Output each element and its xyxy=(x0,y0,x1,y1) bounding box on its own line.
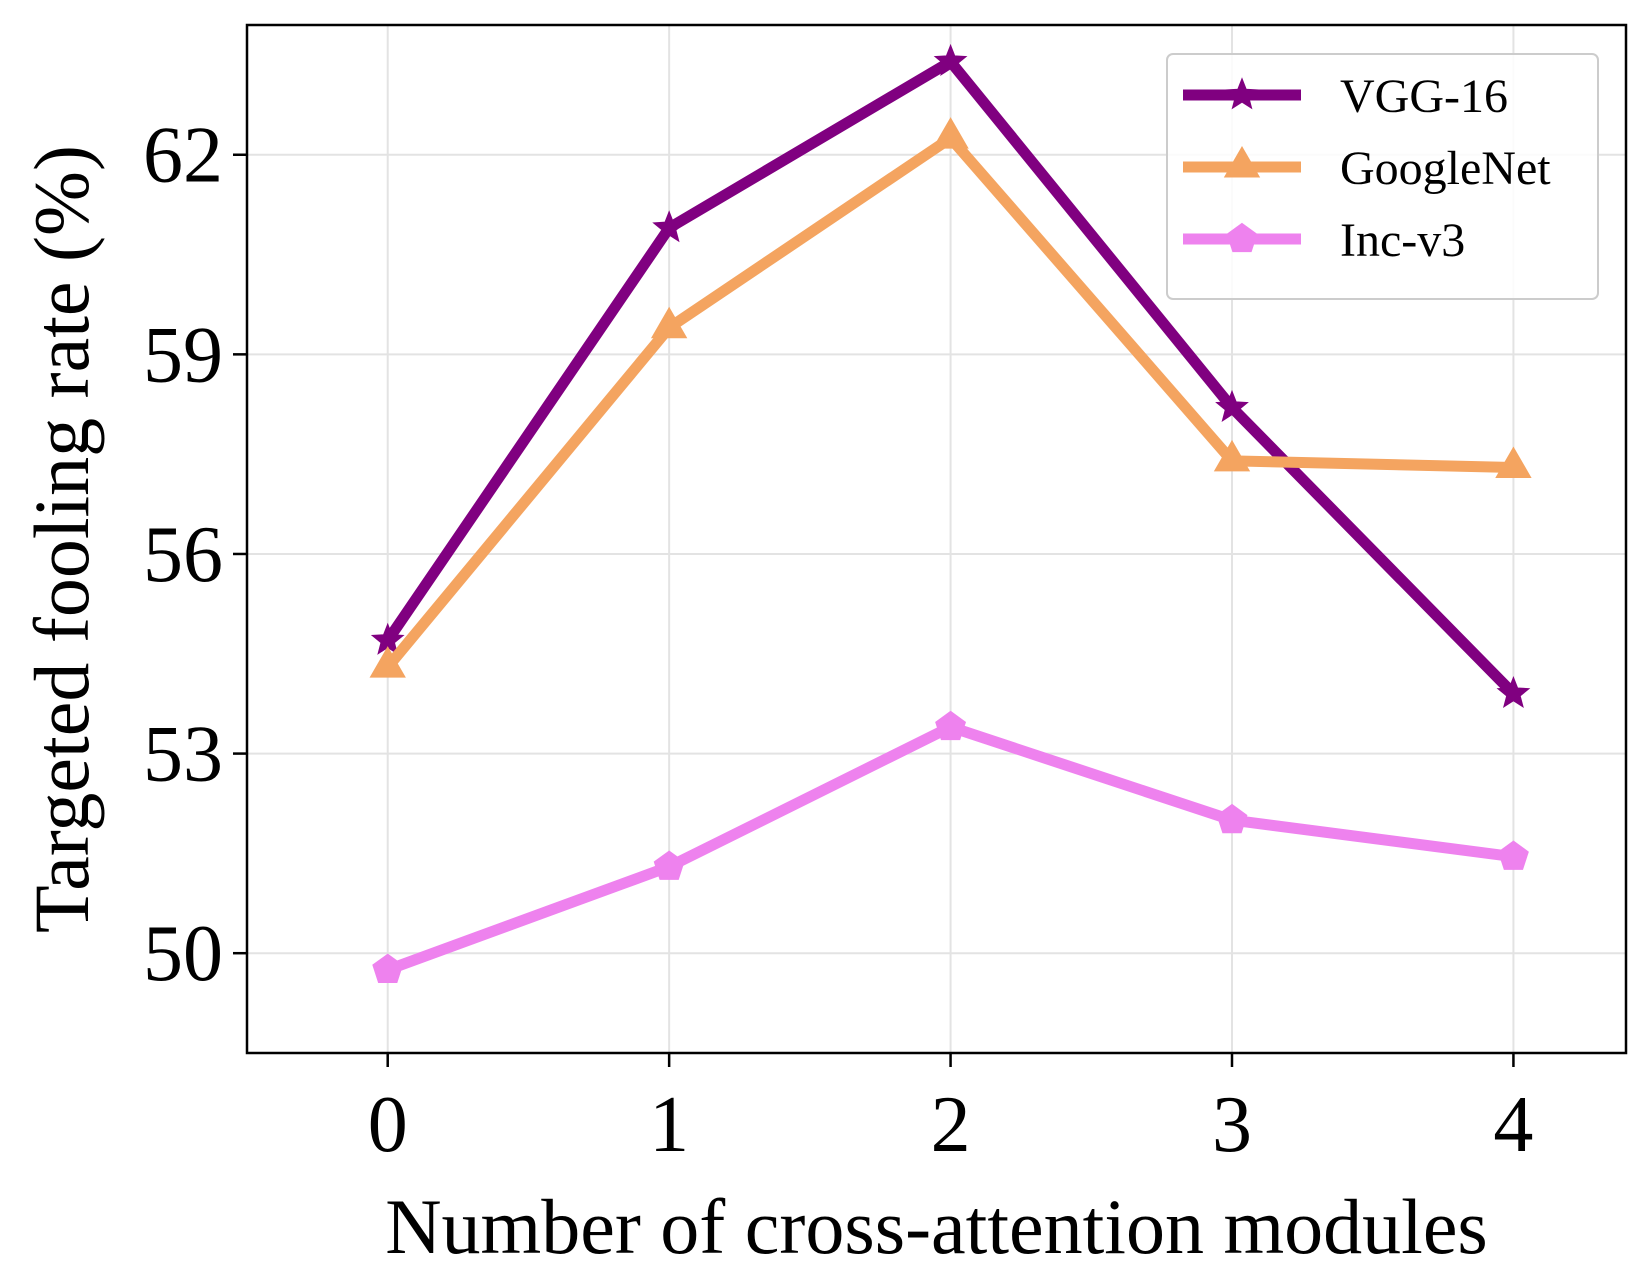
legend-entry: Inc-v3 xyxy=(1183,214,1465,267)
legend-entry: GoogleNet xyxy=(1183,142,1551,195)
data-point xyxy=(933,43,968,76)
data-point xyxy=(1497,840,1529,870)
data-point xyxy=(653,850,685,880)
x-tick-label: 1 xyxy=(649,1081,689,1169)
series-layer xyxy=(369,43,1532,983)
data-point xyxy=(1496,675,1531,709)
data-point xyxy=(369,646,406,678)
plot-frame xyxy=(245,23,1628,1055)
legend-marker xyxy=(1225,77,1259,110)
x-tick-label: 3 xyxy=(1212,1081,1252,1169)
y-tick-label: 50 xyxy=(143,910,223,998)
legend-marker xyxy=(1226,222,1258,253)
y-tick-label: 56 xyxy=(143,511,223,599)
series-vgg-16 xyxy=(370,43,1531,709)
y-tick-label: 62 xyxy=(143,112,223,200)
data-point xyxy=(1216,803,1248,834)
y-axis-label: Targeted fooling rate (%) xyxy=(18,145,105,933)
data-point xyxy=(1495,446,1532,478)
x-axis-label: Number of cross-attention modules xyxy=(385,1183,1488,1270)
data-point xyxy=(935,710,967,741)
y-tick-label: 53 xyxy=(143,711,223,799)
data-point xyxy=(650,306,688,339)
data-point xyxy=(652,210,687,243)
legend: VGG-16 GoogleNet Inc-v3 xyxy=(1166,53,1599,300)
axis-ticks: 0 1 2 3 4 50 53 56 59 62 xyxy=(143,112,1533,1169)
data-point xyxy=(932,117,969,149)
legend-entry: VGG-16 xyxy=(1183,70,1508,123)
y-tick-label: 59 xyxy=(143,311,223,399)
x-tick-label: 4 xyxy=(1493,1081,1533,1169)
data-point xyxy=(1215,389,1249,422)
data-point xyxy=(1213,439,1251,472)
x-tick-label: 2 xyxy=(931,1081,971,1169)
legend-label: Inc-v3 xyxy=(1340,214,1465,267)
series-inc-v3 xyxy=(372,710,1529,983)
legend-marker xyxy=(1223,145,1261,178)
x-tick-label: 0 xyxy=(368,1081,408,1169)
data-point xyxy=(372,953,404,983)
legend-label: GoogleNet xyxy=(1340,142,1551,195)
series-googlenet xyxy=(369,117,1532,678)
legend-label: VGG-16 xyxy=(1340,70,1508,123)
